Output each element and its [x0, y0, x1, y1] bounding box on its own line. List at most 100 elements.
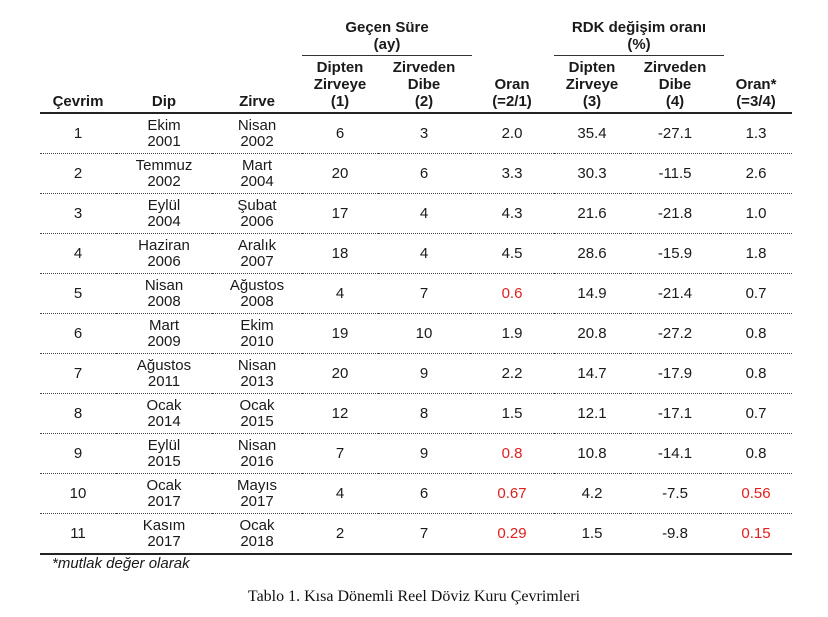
table-cell: 2.0	[501, 125, 523, 142]
column-header: Zirveden Dibe (4)	[630, 56, 720, 114]
table-cell: 9	[419, 445, 429, 462]
table-cell: 20.8	[577, 325, 607, 342]
table-cell: Mart 2009	[147, 316, 181, 350]
table-row: 4 Haziran 2006 Aralık 2007 18 4 4.5 28.6 -15.9 1.8	[40, 234, 792, 274]
table-cell: -27.2	[657, 325, 693, 342]
table-cell: 18	[331, 245, 349, 262]
table-cell: Eylül 2004	[147, 196, 181, 230]
table-cell: 4	[73, 245, 83, 262]
table-cell: -11.5	[658, 165, 692, 182]
header-row: Çevrim Dip Zirve Dipten Zirveye (1) Zirved…	[40, 56, 792, 114]
table-cell: 11	[70, 525, 86, 542]
table-cell: 1.5	[581, 525, 603, 542]
table-cell: 10	[69, 485, 87, 502]
table-cell: 20	[331, 365, 349, 382]
table-cell: 2	[73, 165, 83, 182]
table-cell: 1	[73, 125, 83, 142]
table-cell: 4.2	[581, 485, 603, 502]
table-caption: Tablo 1. Kısa Dönemli Reel Döviz Kuru Çe…	[247, 588, 581, 605]
table-cell: Ekim 2010	[240, 316, 274, 350]
table-cell: 0.7	[745, 405, 767, 422]
footnote: *mutlak değer olarak	[52, 555, 190, 572]
table-cell: 6	[73, 325, 83, 342]
table-cell: 6	[419, 485, 429, 502]
table-cell: 2	[335, 525, 345, 542]
table-body: 1 Ekim 2001 Nisan 2002 6 3 2.0 35.4 -27.1 1.3 2 Temm…	[40, 113, 792, 554]
table-cell: 0.7	[745, 285, 767, 302]
table-row: 11 Kasım 2017 Ocak 2018 2 7 0.29 1.5 -9.8 0.15	[40, 514, 792, 554]
table-cell: 21.6	[577, 205, 607, 222]
table-cell: 1.9	[501, 325, 523, 342]
column-header: Dip	[116, 56, 212, 114]
table-cell: 0.15	[741, 525, 771, 542]
column-header: Zirveden Dibe (2)	[378, 56, 470, 114]
cycle-table: Geçen Süre (ay) RDK değişim oranı (%) Çevr…	[40, 16, 792, 555]
table-cell: 4	[335, 485, 345, 502]
table-row: 6 Mart 2009 Ekim 2010 19 10 1.9 20.8 -27.2 0.8	[40, 314, 792, 354]
column-header: Dipten Zirveye (3)	[554, 56, 630, 114]
table-cell: 1.5	[501, 405, 523, 422]
table-cell: 4.5	[501, 245, 523, 262]
table-cell: -17.9	[657, 365, 693, 382]
table-cell: Kasım 2017	[142, 516, 186, 550]
table-cell: Ağustos 2011	[136, 356, 192, 390]
table-cell: Mayıs 2017	[236, 476, 277, 510]
table-cell: Şubat 2006	[237, 196, 277, 230]
table-cell: -21.4	[657, 285, 693, 302]
table-cell: Ocak 2018	[239, 516, 275, 550]
column-header: Çevrim	[40, 56, 116, 114]
table-cell: 4.3	[501, 205, 523, 222]
table-cell: 9	[73, 445, 83, 462]
table-cell: -14.1	[657, 445, 693, 462]
table-row: 9 Eylül 2015 Nisan 2016 7 9 0.8 10.8 -14.1 0.8	[40, 434, 792, 474]
table-cell: 10.8	[577, 445, 607, 462]
table-cell: -27.1	[657, 125, 693, 142]
table-row: 3 Eylül 2004 Şubat 2006 17 4 4.3 21.6 -21.8 1.0	[40, 194, 792, 234]
table-row: 1 Ekim 2001 Nisan 2002 6 3 2.0 35.4 -27.1 1.3	[40, 113, 792, 154]
table-cell: 8	[419, 405, 429, 422]
table-cell: 10	[415, 325, 433, 342]
table-cell: 0.56	[741, 485, 771, 502]
table-cell: 1.8	[745, 245, 767, 262]
table-cell: 0.67	[497, 485, 527, 502]
table-cell: 6	[335, 125, 345, 142]
table-cell: 7	[419, 285, 429, 302]
table-cell: -17.1	[657, 405, 693, 422]
table-cell: 30.3	[577, 165, 607, 182]
table-cell: -7.5	[662, 485, 688, 502]
table-cell: 7	[335, 445, 345, 462]
table-row: 2 Temmuz 2002 Mart 2004 20 6 3.3 30.3 -11.5 2.6	[40, 154, 792, 194]
table-cell: 6	[419, 165, 429, 182]
table-cell: 2.6	[745, 165, 767, 182]
table-cell: 0.8	[501, 445, 523, 462]
table-cell: 0.6	[501, 285, 523, 302]
table-cell: Ocak 2017	[146, 476, 182, 510]
table-cell: Eylül 2015	[147, 436, 181, 470]
column-header: Zirve	[212, 56, 302, 114]
table-cell: 20	[331, 165, 349, 182]
table-cell: -9.8	[662, 525, 688, 542]
table-cell: 19	[331, 325, 349, 342]
table-cell: 5	[73, 285, 83, 302]
table-cell: 3	[73, 205, 83, 222]
table-cell: 14.7	[577, 365, 607, 382]
table-cell: Nisan 2013	[237, 356, 277, 390]
table-cell: 0.8	[745, 365, 767, 382]
table-cell: Nisan 2016	[237, 436, 277, 470]
table-cell: Ocak 2015	[239, 396, 275, 430]
table-row: 8 Ocak 2014 Ocak 2015 12 8 1.5 12.1 -17.1 0.7	[40, 394, 792, 434]
table-cell: 4	[335, 285, 345, 302]
table-cell: 4	[419, 245, 429, 262]
table-cell: Nisan 2002	[237, 116, 277, 150]
table-row: 5 Nisan 2008 Ağustos 2008 4 7 0.6 14.9 -21.4 0.7	[40, 274, 792, 314]
table-cell: -21.8	[657, 205, 693, 222]
table-cell: 35.4	[577, 125, 607, 142]
table-cell: Ekim 2001	[147, 116, 181, 150]
table-cell: Mart 2004	[240, 156, 274, 190]
table-cell: 17	[331, 205, 349, 222]
column-header: Oran* (=3/4)	[720, 56, 792, 114]
table-cell: -15.9	[657, 245, 693, 262]
table-cell: 3.3	[501, 165, 523, 182]
table-cell: 12	[331, 405, 349, 422]
column-header: Dipten Zirveye (1)	[302, 56, 378, 114]
